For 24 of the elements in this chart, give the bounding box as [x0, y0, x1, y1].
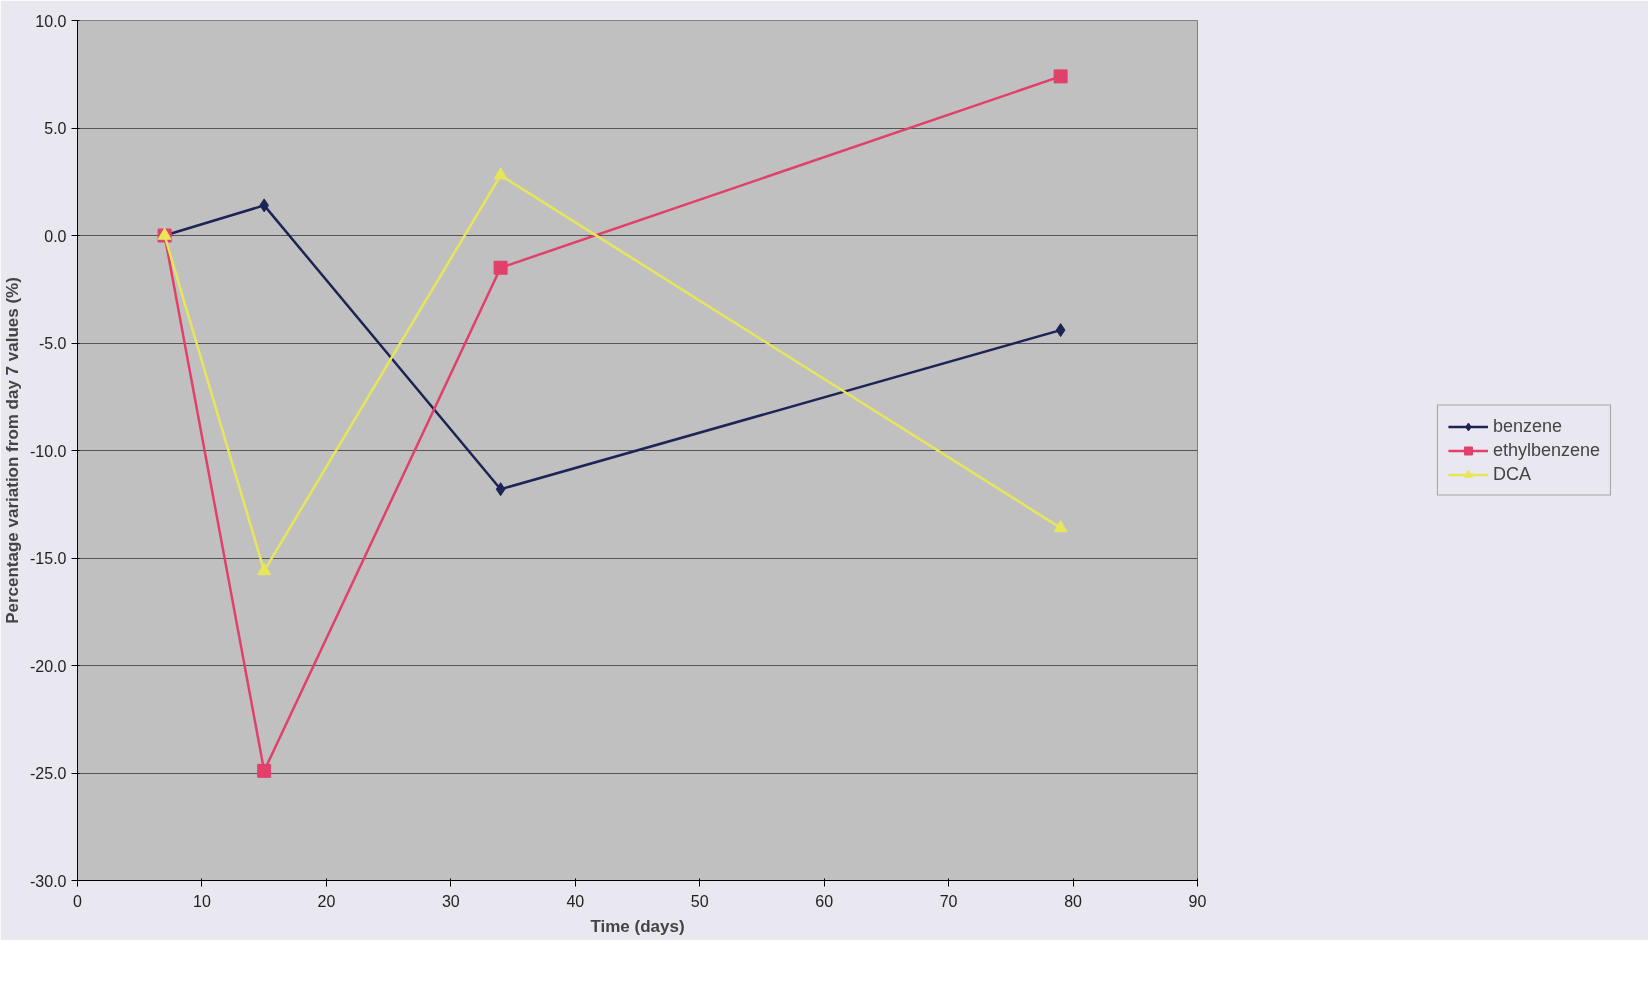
- legend-label: DCA: [1492, 463, 1531, 485]
- y-tick-label: -20.0: [30, 657, 67, 675]
- x-tick-label: 10: [193, 892, 211, 910]
- y-tick-label: -25.0: [30, 765, 67, 782]
- y-tick-label: -10.0: [30, 442, 67, 460]
- y-tick-label: -30.0: [30, 872, 67, 890]
- x-tick-label: 20: [317, 892, 336, 910]
- legend-label: ethylbenzene: [1492, 439, 1601, 461]
- y-tick-label: -15.0: [30, 550, 67, 567]
- x-tick-label: 50: [690, 892, 709, 910]
- legend-label: benzene: [1492, 415, 1563, 437]
- y-tick-label: 10.0: [35, 12, 67, 30]
- y-tick-label: 0.0: [44, 227, 67, 245]
- y-tick-label: 5.0: [44, 120, 67, 137]
- x-tick-label: 70: [939, 892, 958, 910]
- x-tick-label: 60: [815, 892, 834, 910]
- x-tick-label: 30: [441, 892, 460, 910]
- y-axis-title: Percentage variation from day 7 values (%): [3, 277, 23, 624]
- x-axis-title: Time (days): [590, 916, 685, 936]
- x-tick-label: 90: [1188, 892, 1207, 910]
- y-tick-label: -5.0: [38, 335, 67, 352]
- x-tick-label: 80: [1064, 892, 1083, 910]
- x-tick-label: 40: [566, 892, 585, 910]
- x-tick-label: 0: [73, 892, 83, 910]
